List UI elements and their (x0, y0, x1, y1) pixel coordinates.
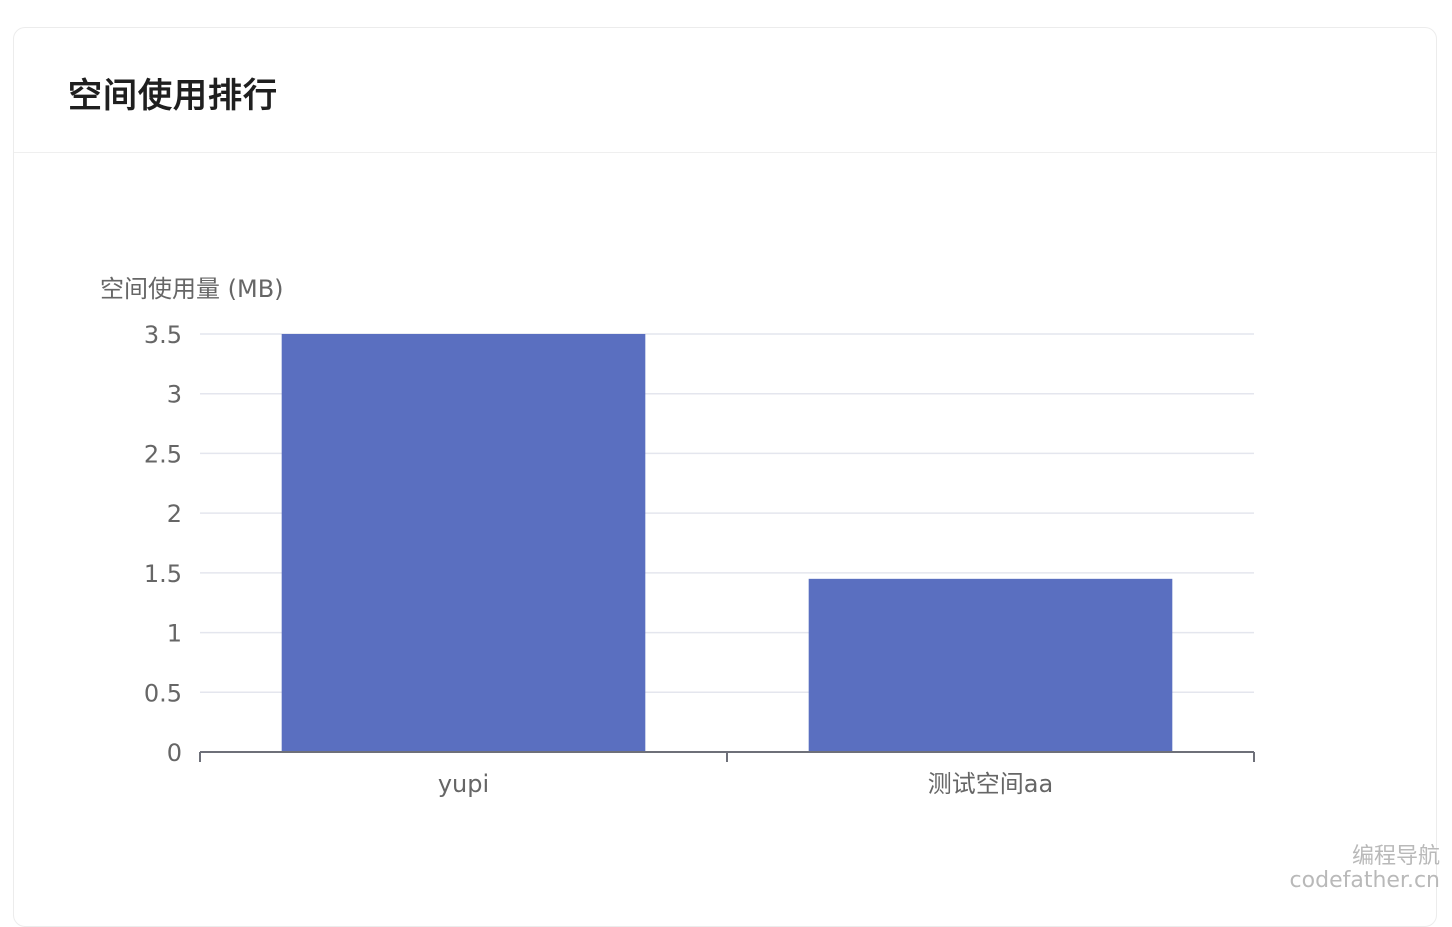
bars (281, 334, 1173, 752)
y-tick-label: 0 (167, 739, 182, 767)
x-tick-label: 测试空间aa (928, 770, 1053, 798)
y-tick-label: 3 (167, 381, 182, 409)
card-title: 空间使用排行 (68, 76, 278, 116)
y-tick-label: 0.5 (144, 679, 182, 707)
x-tick-label: yupi (438, 770, 489, 798)
watermark-line-1: 编程导航 (1351, 844, 1440, 869)
y-tick-label: 1 (167, 620, 182, 648)
x-axis-ticks: yupi 测试空间aa (438, 770, 1053, 798)
bar[interactable] (281, 334, 646, 752)
y-tick-label: 2 (167, 500, 182, 528)
y-axis-ticks: 0 0.5 1 1.5 2 2.5 3 3.5 (144, 321, 182, 767)
card-header: 空间使用排行 (14, 28, 1436, 153)
bar[interactable] (808, 578, 1173, 752)
y-axis-title: 空间使用量 (MB) (100, 275, 284, 303)
y-tick-label: 2.5 (144, 440, 182, 468)
space-usage-bar-chart: 0 0.5 1 1.5 2 2.5 3 3.5 yupi 测试空间aa 空间使用量 (MB) (100, 275, 1255, 798)
y-tick-label: 3.5 (144, 321, 182, 349)
space-usage-card: 空间使用排行 (13, 27, 1437, 927)
x-axis (199, 751, 1255, 762)
watermark-line-2: codefather.cn (1289, 868, 1440, 893)
y-tick-label: 1.5 (144, 560, 182, 588)
